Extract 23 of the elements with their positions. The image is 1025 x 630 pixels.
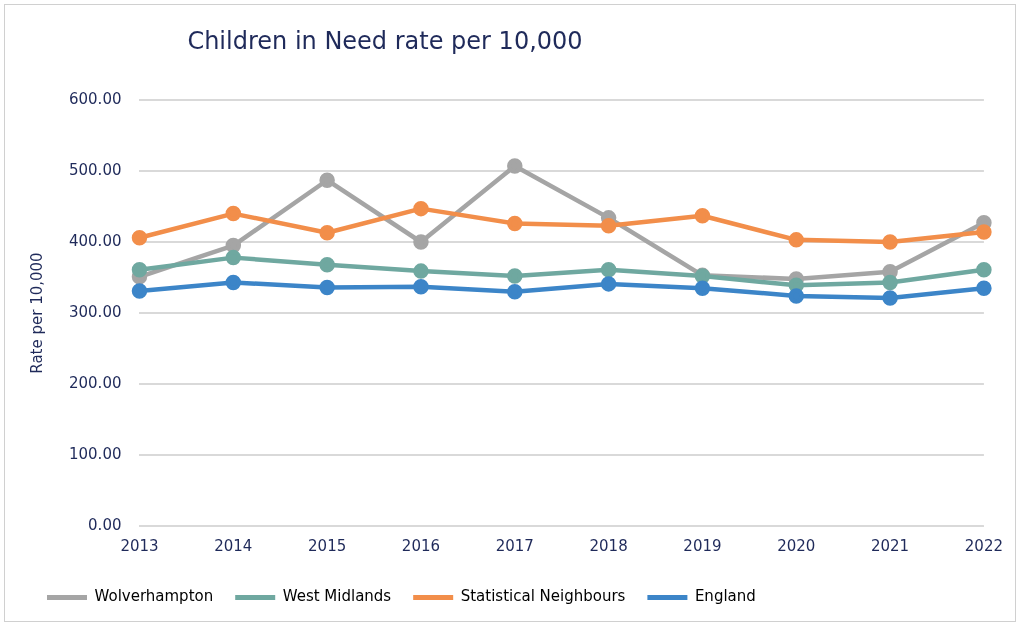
y-tick-label: 600.00: [68, 89, 122, 108]
x-tick-label: 2014: [214, 536, 253, 555]
x-tick-label: 2022: [964, 536, 1004, 555]
x-tick-label: 2018: [589, 536, 628, 555]
x-tick-label: 2015: [308, 536, 347, 555]
y-tick-label: 300.00: [68, 302, 122, 321]
legend-label: Wolverhampton: [94, 587, 214, 606]
x-tick-label: 2021: [870, 536, 910, 555]
y-tick-label: 0.00: [88, 515, 122, 534]
y-tick-label: 200.00: [68, 373, 122, 392]
legend-label: Statistical Neighbours: [460, 587, 626, 606]
y-tick-label: 100.00: [68, 444, 122, 463]
y-axis-title: Rate per 10,000: [27, 252, 46, 374]
y-tick-label: 400.00: [68, 231, 122, 250]
legend-label: West Midlands: [282, 587, 392, 606]
x-tick-label: 2016: [401, 536, 441, 555]
chart-title: Children in Need rate per 10,000: [186, 27, 584, 55]
y-tick-label: 500.00: [68, 160, 122, 179]
x-tick-label: 2013: [120, 536, 159, 555]
legend-label: England: [694, 587, 756, 606]
x-tick-label: 2020: [777, 536, 816, 555]
x-tick-label: 2017: [495, 536, 534, 555]
x-tick-label: 2019: [683, 536, 722, 555]
